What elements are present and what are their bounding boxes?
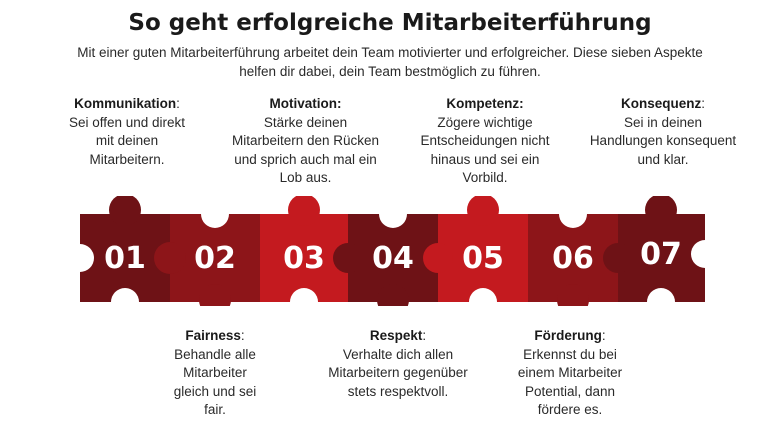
card-text: Sei offen und direkt mit deinen Mitarbei… (68, 114, 186, 167)
card-foerderung: Förderung: Erkennst du bei einem Mitarbe… (490, 327, 650, 420)
puzzle-notch-left (80, 244, 94, 272)
card-heading: Respekt (369, 328, 423, 343)
puzzle-knob-top (645, 196, 677, 226)
puzzle-notch-top (201, 200, 229, 228)
card-respekt: Respekt: Verhalte dich allen Mitarbeiter… (318, 327, 478, 401)
piece-number: 04 (372, 241, 414, 276)
puzzle-knob-bottom (377, 284, 409, 306)
card-heading: Kompetenz: (446, 96, 524, 111)
puzzle-knob-top (109, 196, 141, 226)
card-heading: Förderung (534, 328, 602, 343)
puzzle-knob-top (288, 196, 320, 226)
card-text: Erkennst du bei einem Mitarbeiter Potent… (517, 346, 623, 418)
piece-number: 06 (552, 241, 594, 276)
puzzle-piece-07: 07 (603, 196, 705, 306)
card-heading-colon: : (176, 96, 180, 111)
piece-number: 02 (194, 241, 236, 276)
puzzle-knob-left (333, 243, 363, 273)
page-subtitle: Mit einer guten Mitarbeiterführung arbei… (77, 45, 703, 79)
puzzle-notch-bottom (290, 288, 318, 306)
puzzle-piece-05: 05 (423, 196, 528, 306)
puzzle-piece-02: 02 (154, 200, 260, 306)
card-text: Zögere wichtige Entscheidungen nicht hin… (420, 114, 550, 186)
card-motivation: Motivation: Stärke deinen Mitarbeitern d… (228, 95, 383, 188)
puzzle-knob-left (423, 243, 453, 273)
card-kompetenz: Kompetenz: Zögere wichtige Entscheidunge… (405, 95, 565, 188)
puzzle-knob-left (154, 242, 186, 274)
puzzle-strip: 01 02 03 04 (80, 196, 705, 306)
card-text: Verhalte dich allen Mitarbeitern gegenüb… (328, 346, 468, 399)
card-heading-colon: : (422, 328, 427, 343)
page-title: So geht erfolgreiche Mitarbeiterführung (128, 10, 652, 36)
card-fairness: Fairness: Behandle alle Mitarbeiter glei… (140, 327, 290, 420)
puzzle-notch-right (691, 240, 705, 268)
piece-number: 05 (462, 241, 504, 276)
piece-number: 01 (104, 241, 146, 276)
card-heading-colon: : (601, 328, 606, 343)
puzzle-knob-bottom (557, 284, 589, 306)
puzzle-notch-bottom (647, 288, 675, 306)
card-kommunikation: Kommunikation: Sei offen und direkt mit … (52, 95, 202, 169)
puzzle-knob-left (603, 243, 633, 273)
card-heading: Motivation: (269, 96, 342, 111)
puzzle-knob-bottom (199, 284, 231, 306)
card-konsequenz: Konsequenz: Sei in deinen Handlungen kon… (588, 95, 738, 169)
puzzle-notch-top (379, 200, 407, 228)
card-heading: Konsequenz (620, 96, 702, 111)
card-text: Behandle alle Mitarbeiter gleich und sei… (173, 346, 257, 418)
card-text: Stärke deinen Mitarbeitern den Rücken un… (231, 114, 380, 186)
card-heading: Kommunikation (74, 96, 177, 111)
puzzle-knob-top (467, 196, 499, 226)
card-text: Sei in deinen Handlungen konsequent und … (589, 114, 737, 167)
puzzle-notch-bottom (469, 288, 497, 306)
puzzle-piece-04: 04 (333, 200, 438, 306)
card-heading-colon: : (701, 96, 706, 111)
piece-number: 07 (640, 237, 682, 272)
card-heading-colon: : (240, 328, 245, 343)
puzzle-notch-top (559, 200, 587, 228)
piece-number: 03 (283, 241, 325, 276)
card-heading: Fairness (185, 328, 241, 343)
puzzle-notch-bottom (111, 288, 139, 306)
